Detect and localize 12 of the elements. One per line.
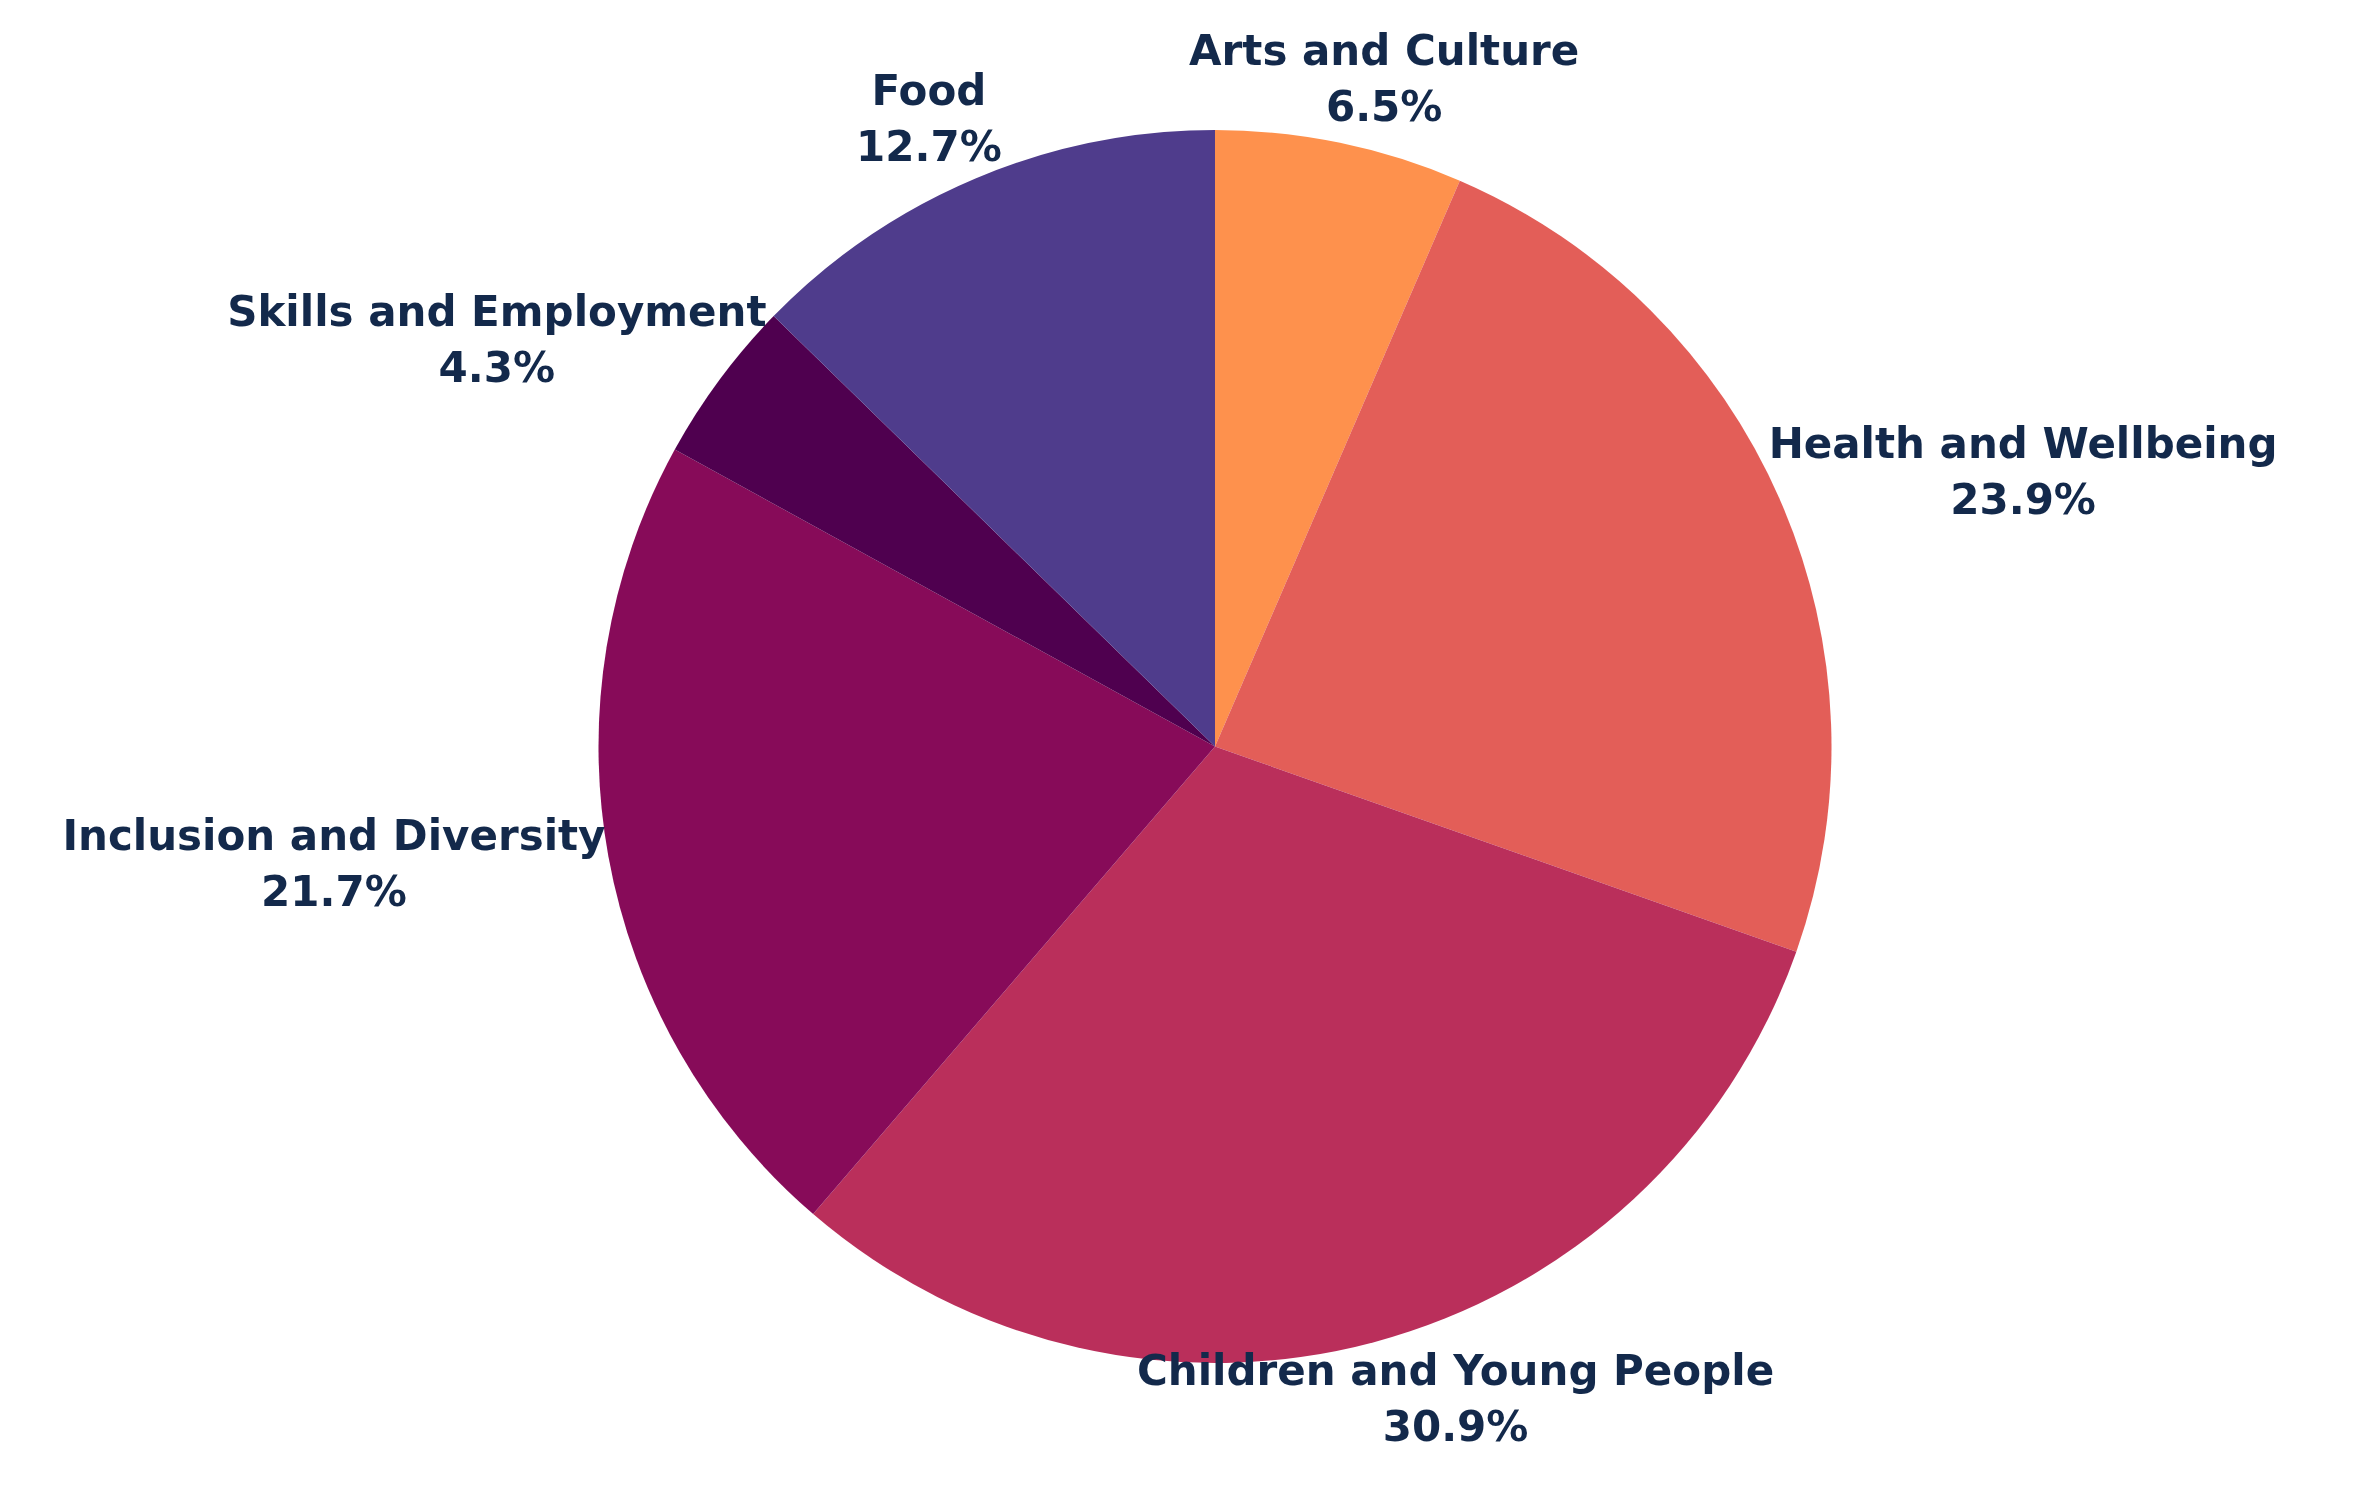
slice-label: Children and Young People xyxy=(1136,1345,1775,1395)
data-label: 30.9% xyxy=(1382,1401,1529,1451)
slice-label: Health and Wellbeing xyxy=(1768,419,2278,469)
data-label: 4.3% xyxy=(438,342,556,392)
slice-label: Arts and Culture xyxy=(1189,26,1580,76)
slice-label: Food xyxy=(871,65,987,115)
slice-label: Skills and Employment xyxy=(227,286,767,336)
slice-label: Inclusion and Diversity xyxy=(62,811,606,861)
data-label: 6.5% xyxy=(1325,82,1443,132)
data-label: 12.7% xyxy=(856,121,1002,171)
data-label: 21.7% xyxy=(261,867,407,917)
data-label: 23.9% xyxy=(1950,475,2096,525)
